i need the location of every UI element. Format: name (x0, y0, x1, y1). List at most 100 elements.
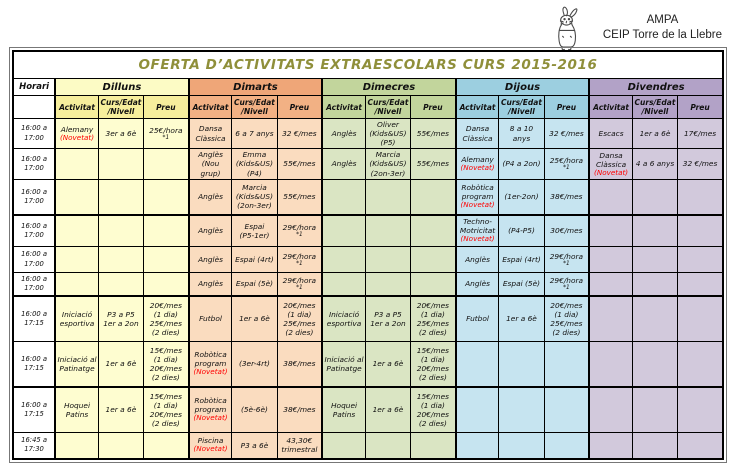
level-text: (P4 a 2on) (502, 159, 541, 169)
empty-cell (677, 272, 724, 297)
horari-header: Horari (12, 78, 56, 96)
horari-subheader-blank (12, 95, 56, 119)
empty-cell (588, 214, 633, 247)
empty-cell (410, 214, 457, 247)
empty-cell (588, 295, 633, 342)
price-cell: 55€/mes (276, 179, 323, 216)
price-text: 55€/mes (283, 159, 316, 169)
empty-cell (677, 432, 724, 459)
activity-name: Hoquei Patins (331, 400, 358, 419)
level-text: 1er a 6è (639, 128, 671, 138)
activity-name: Iniciació al Patinatge (57, 354, 97, 373)
level-text: (1er-2on) (504, 192, 539, 202)
price-text: 55€/mes (416, 159, 449, 169)
level-text: Espai (P5-1er) (239, 221, 270, 240)
price-cell: 29€/hora *1 (276, 214, 323, 247)
empty-cell (143, 272, 190, 297)
empty-cell (321, 179, 366, 216)
empty-cell (364, 432, 412, 459)
novetat-label: (Novetat) (193, 413, 228, 423)
empty-cell (410, 432, 457, 459)
price-cell: 32 €/mes (276, 118, 323, 149)
activity-cell: Escacs (588, 118, 633, 149)
activity-cell: Anglès (321, 148, 366, 180)
activity-cell: Anglès (187, 214, 233, 247)
subheader-dijous-preu: Preu (543, 95, 590, 119)
empty-cell (364, 214, 412, 247)
empty-cell (543, 386, 590, 433)
level-text: P3 a P5 1er a 2on (370, 309, 406, 328)
activity-cell: Iniciació esportiva (54, 295, 99, 342)
schedule-row: 16:00 a 17:15 Iniciació esportiva P3 a P5 … (12, 295, 724, 342)
level-cell: (1er-2on) (498, 179, 545, 216)
empty-cell (498, 341, 545, 388)
day-header-dijous: Dijous (454, 78, 590, 96)
subheader-dilluns-activitat: Activitat (54, 95, 99, 119)
activity-name: Dansa Clàssica (195, 124, 226, 143)
empty-cell (54, 432, 99, 459)
novetat-label: (Novetat) (59, 132, 95, 142)
brand-header: AMPA CEIP Torre de la Llebre (549, 4, 728, 51)
price-text: 38€/mes (550, 192, 583, 202)
empty-cell (631, 432, 679, 459)
price-text: 38€/mes (283, 405, 316, 415)
level-text: 8 a 10 anys (509, 124, 534, 143)
activity-name: Robòtica program (194, 396, 227, 415)
document-title: OFERTA D’ACTIVITATS EXTRAESCOLARS CURS 2… (12, 50, 724, 79)
empty-cell (588, 341, 633, 388)
activity-cell: Alemany (Novetat) (454, 148, 500, 180)
novetat-label: (Novetat) (460, 200, 495, 210)
empty-cell (54, 214, 99, 247)
novetat-label: (Novetat) (460, 163, 495, 173)
empty-cell (677, 341, 724, 388)
price-text: 17€/mes (683, 128, 717, 138)
empty-cell (677, 386, 724, 433)
schedule-row: 16:00 a 17:00 Anglès Espai (5è) 29€/hora *1 A… (12, 272, 724, 297)
level-cell: 1er a 6è (364, 386, 412, 433)
price-cell: 30€/mes (543, 214, 590, 247)
price-text: 20€/mes (1 dia) 25€/mes (2 dies) (416, 300, 449, 337)
time-cell: 16:00 a 17:00 (12, 214, 56, 247)
level-text: Oliver (Kids&US) (P5) (369, 119, 407, 148)
level-cell: Emma (Kids&US) (P4) (231, 148, 278, 180)
subheader-dijous-curs-edat: Curs/Edat /Nivell (498, 95, 545, 119)
price-cell: 15€/mes (1 dia) 20€/mes (2 dies) (143, 341, 190, 388)
level-cell: (P4 a 2on) (498, 148, 545, 180)
subheader-dimarts-activitat: Activitat (187, 95, 233, 119)
level-text: Marcia (Kids&US) (2on-3er) (235, 183, 273, 211)
price-text: 25€/hora (149, 125, 183, 135)
activity-name: Iniciació al Patinatge (324, 354, 364, 373)
activity-name: Iniciació esportiva (326, 309, 362, 328)
empty-cell (321, 272, 366, 297)
price-cell: 55€/mes (276, 148, 323, 180)
empty-cell (631, 179, 679, 216)
level-cell: 1er a 6è (97, 341, 145, 388)
empty-cell (97, 214, 145, 247)
activity-name: Anglès (Nou grup) (198, 150, 223, 178)
empty-cell (631, 341, 679, 388)
empty-cell (498, 386, 545, 433)
empty-cell (677, 179, 724, 216)
price-cell: 20€/mes (1 dia) 25€/mes (2 dies) (143, 295, 190, 342)
level-cell: Oliver (Kids&US) (P5) (364, 118, 412, 149)
price-note: *1 (563, 165, 570, 172)
day-header-divendres: Divendres (588, 78, 724, 96)
time-cell: 16:45 a 17:30 (12, 432, 56, 459)
price-text: 32 €/mes (282, 128, 317, 138)
subheader-dimecres-activitat: Activitat (321, 95, 366, 119)
activity-cell: Dansa Clàssica (187, 118, 233, 149)
empty-cell (677, 214, 724, 247)
empty-cell (321, 246, 366, 273)
price-text: 32 €/mes (549, 128, 584, 138)
subheader-divendres-curs-edat: Curs/Edat /Nivell (631, 95, 679, 119)
empty-cell (543, 432, 590, 459)
price-text: 30€/mes (550, 226, 583, 236)
empty-cell (97, 148, 145, 180)
level-text: 4 a 6 anys (635, 159, 675, 169)
activity-name: Anglès (465, 254, 490, 264)
activity-name: Hoquei Patins (63, 400, 91, 419)
level-text: 3er a 6è (105, 128, 137, 138)
empty-cell (677, 246, 724, 273)
price-note: *1 (296, 260, 303, 267)
level-text: (3er-4rt) (238, 359, 270, 369)
